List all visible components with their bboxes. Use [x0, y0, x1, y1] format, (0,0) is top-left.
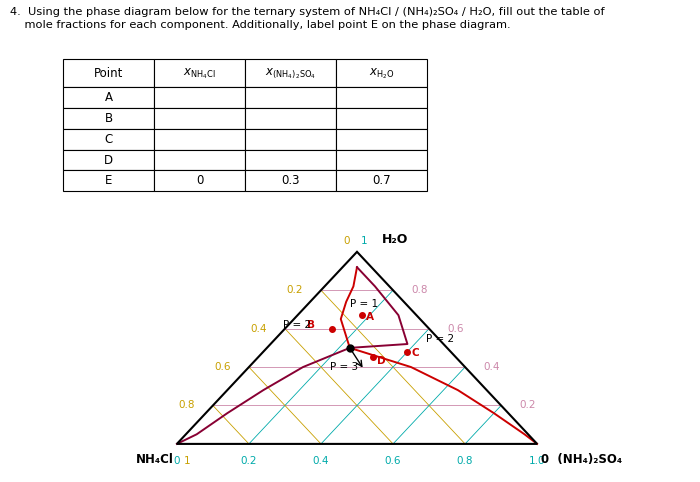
Text: 4.  Using the phase diagram below for the ternary system of NH₄Cl / (NH₄)₂SO₄ / : 4. Using the phase diagram below for the… — [10, 7, 605, 17]
Text: C: C — [411, 348, 419, 358]
Text: H₂O: H₂O — [382, 233, 409, 246]
Text: 1: 1 — [361, 236, 368, 246]
Text: 0.8: 0.8 — [411, 285, 428, 295]
Text: 0.6: 0.6 — [447, 323, 463, 334]
Text: 0.2: 0.2 — [519, 401, 536, 411]
Text: NH₄Cl: NH₄Cl — [135, 453, 174, 466]
Text: 0.4: 0.4 — [251, 323, 267, 334]
Text: 0.4: 0.4 — [313, 456, 329, 466]
Text: 0: 0 — [174, 456, 180, 466]
Text: 0.2: 0.2 — [286, 285, 303, 295]
Text: 0.6: 0.6 — [385, 456, 401, 466]
Text: P = 2: P = 2 — [284, 321, 312, 330]
Text: P = 2: P = 2 — [426, 334, 454, 344]
Text: D: D — [377, 356, 386, 366]
Text: 0  (NH₄)₂SO₄: 0 (NH₄)₂SO₄ — [540, 453, 622, 466]
Text: 0.4: 0.4 — [483, 362, 500, 372]
Text: 0.8: 0.8 — [457, 456, 473, 466]
Text: 1.0: 1.0 — [529, 456, 545, 466]
Text: 0.6: 0.6 — [214, 362, 231, 372]
Text: B: B — [307, 320, 314, 330]
Text: 0.2: 0.2 — [241, 456, 257, 466]
Text: P = 3: P = 3 — [330, 362, 358, 372]
Text: P = 1: P = 1 — [350, 299, 378, 309]
Text: A: A — [366, 312, 374, 321]
Text: 0.8: 0.8 — [178, 401, 195, 411]
Text: 1: 1 — [184, 456, 190, 466]
Text: 0: 0 — [343, 236, 349, 246]
Text: mole fractions for each component. Additionally, label point E on the phase diag: mole fractions for each component. Addit… — [10, 20, 511, 30]
